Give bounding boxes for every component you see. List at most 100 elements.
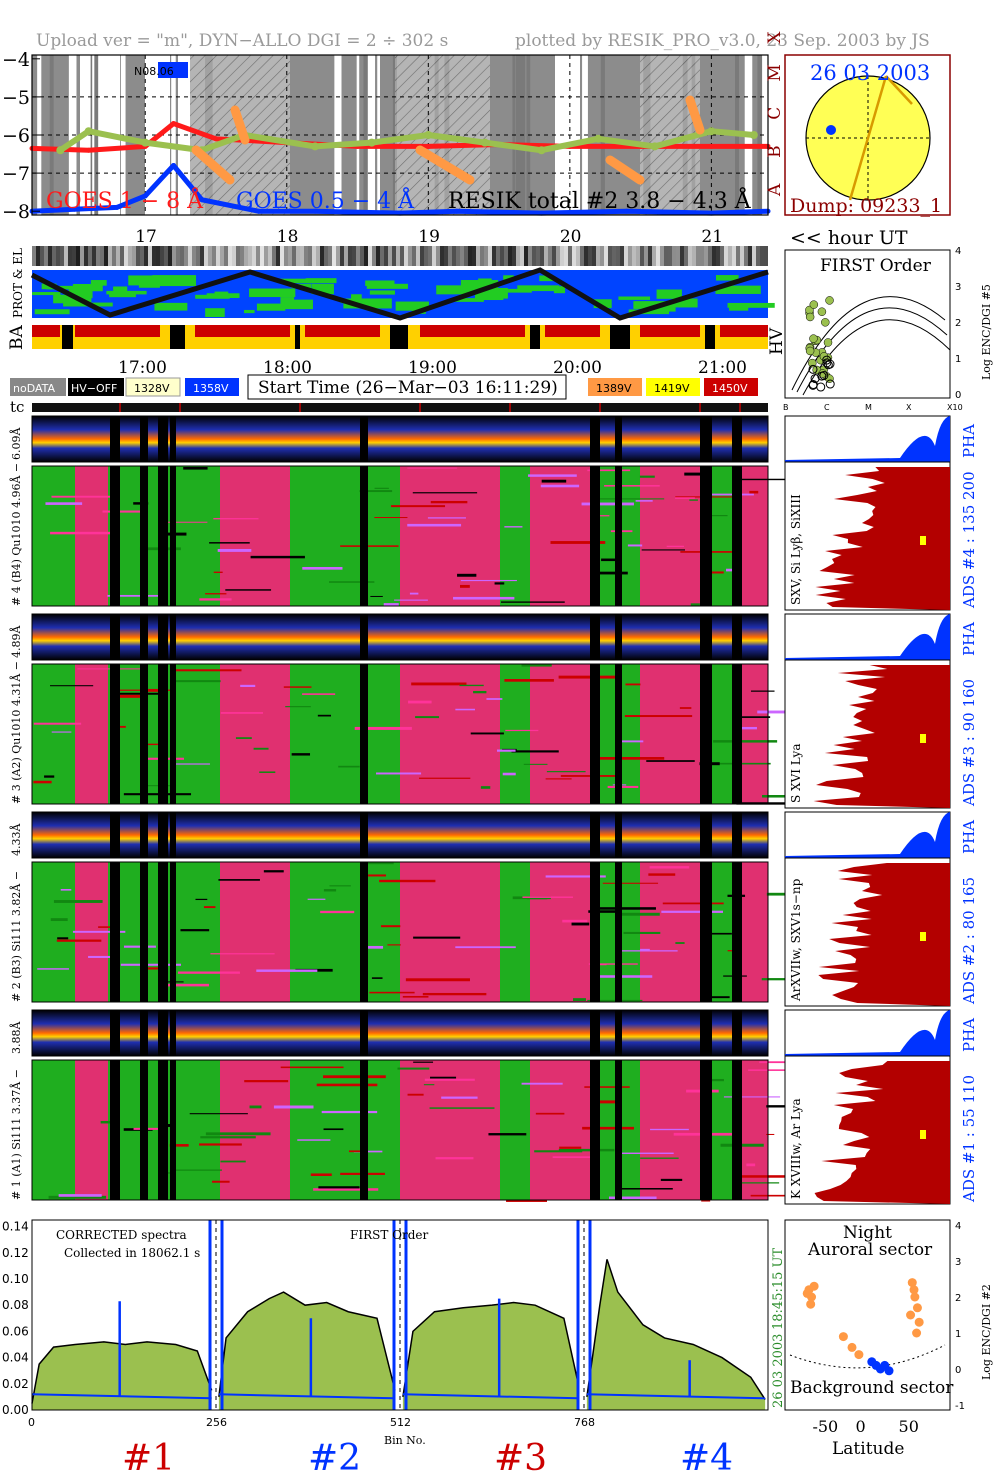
heatmap-gap xyxy=(158,862,168,1002)
pha-gap xyxy=(360,416,368,462)
goes-y-tick: −4 xyxy=(2,49,30,71)
resik-flare-segment xyxy=(685,95,705,135)
heatmap-stripe xyxy=(338,765,360,768)
heatmap-stripe xyxy=(205,1132,271,1136)
legend-v5: 1450V xyxy=(712,382,748,395)
particle-cell xyxy=(552,246,556,266)
heatmap-stripe xyxy=(195,898,208,901)
heatmap-gap xyxy=(732,862,742,1002)
heatmap-stripe xyxy=(369,991,415,994)
latitude-y-tick: -1 xyxy=(955,1401,965,1412)
pha-hist xyxy=(785,812,950,858)
pha-gap xyxy=(170,614,176,660)
heatmap-stripe xyxy=(45,502,83,505)
heatmap-stripe xyxy=(648,873,676,876)
heatmap-stripe xyxy=(720,1143,764,1147)
heatmap-zone xyxy=(742,1060,768,1200)
particle-cell xyxy=(568,246,572,266)
first-order-point xyxy=(805,312,815,322)
latitude-point xyxy=(806,1299,816,1309)
first-order-open-point xyxy=(823,360,833,370)
prot-el-patch xyxy=(517,285,560,292)
particle-cell xyxy=(668,246,672,266)
heatmap-stripe xyxy=(690,603,700,607)
heatmap-stripe xyxy=(44,775,55,778)
heatmap-zone xyxy=(742,862,768,1002)
prot-el-patch xyxy=(244,309,255,314)
heatmap-gap xyxy=(170,862,176,1002)
heatmap-stripe xyxy=(584,1086,630,1088)
heatmap-stripe xyxy=(189,1113,248,1115)
goes-y-tick: −6 xyxy=(2,125,30,147)
heatmap-stripe xyxy=(280,1066,344,1069)
goes-class-letters: X M C B A xyxy=(765,31,785,197)
heatmap-gap xyxy=(158,466,168,606)
heatmap-stripe xyxy=(504,526,523,528)
latitude-point xyxy=(910,1292,920,1302)
heatmap-stripe xyxy=(604,485,660,487)
spectra-fill xyxy=(32,1341,212,1410)
heatmap-gap xyxy=(158,664,168,804)
heatmap-gap xyxy=(140,466,148,606)
spectra-background xyxy=(586,1393,766,1400)
spectra-y-tick: 0.08 xyxy=(2,1298,29,1312)
goes-series xyxy=(29,95,771,216)
heatmap-zone xyxy=(640,664,700,804)
prot-el-patch xyxy=(454,298,484,302)
latitude-point xyxy=(884,1366,894,1376)
tc-strip xyxy=(32,403,768,412)
spectra-date: 26 03 2003 xyxy=(771,1334,786,1408)
ads-marker xyxy=(920,536,926,545)
heatmap-stripe xyxy=(736,478,790,481)
heatmap-gap xyxy=(615,1060,622,1200)
heatmap-stripe xyxy=(560,775,616,777)
particle-cell xyxy=(752,246,756,266)
prot-el-patch xyxy=(249,288,296,298)
channel-band-label: # 4 (B4) Qu1010 4.96Å − xyxy=(9,463,23,606)
particle-cell xyxy=(216,246,220,266)
particle-cell xyxy=(452,246,456,266)
heatmap-stripe xyxy=(749,490,759,494)
heatmap-stripe xyxy=(748,1069,787,1071)
particle-cell xyxy=(104,246,108,266)
particle-cell xyxy=(132,246,136,266)
first-order-point xyxy=(825,296,834,305)
particle-cell xyxy=(288,246,292,266)
heatmap-stripe xyxy=(107,594,165,597)
prot-el-patch xyxy=(53,294,92,304)
heatmap-stripe xyxy=(320,910,355,914)
spectra-fill xyxy=(402,1302,579,1410)
heatmap-stripe xyxy=(582,1126,634,1130)
heatmap-gap xyxy=(360,1060,368,1200)
ads-hist xyxy=(814,1061,950,1204)
pha-frame xyxy=(31,415,769,463)
particle-cell xyxy=(476,246,480,266)
ba-block xyxy=(75,325,160,337)
particle-cell xyxy=(732,246,736,266)
particle-cell xyxy=(540,246,544,266)
particle-cell xyxy=(420,246,424,266)
ads-line-label: K XVIIIw, Ar Lya xyxy=(789,1098,803,1199)
pha-gap xyxy=(732,1010,742,1056)
particle-cell xyxy=(716,246,720,266)
prot-el-patch xyxy=(138,280,160,288)
resik-flare-segment xyxy=(230,105,250,145)
heatmap-stripe xyxy=(588,963,638,965)
particle-cell xyxy=(328,246,332,266)
heatmap-stripe xyxy=(662,902,724,905)
heatmap-stripe xyxy=(757,710,789,714)
heatmap-stripe xyxy=(750,1194,815,1197)
goes-series-point xyxy=(707,127,716,136)
latitude-panel: -50 0 50 -1 0 1 2 3 4 Night Auroral sector Backg… xyxy=(784,1219,993,1459)
goes-series-point xyxy=(171,162,177,168)
particle-cell xyxy=(608,246,612,266)
hv-label: HV xyxy=(767,327,787,355)
particle-cell xyxy=(352,246,356,266)
heatmap-stripe xyxy=(285,706,311,708)
heatmap-stripe xyxy=(459,584,470,588)
legend-hvoff: HV−OFF xyxy=(71,382,117,395)
heatmap-stripe xyxy=(521,664,552,667)
particle-cell xyxy=(516,246,520,266)
prot-el-panel: PROT & EL BA 17:00 18:00 19:00 20:00 21:00 <… xyxy=(7,227,908,378)
particle-cell xyxy=(748,246,752,266)
